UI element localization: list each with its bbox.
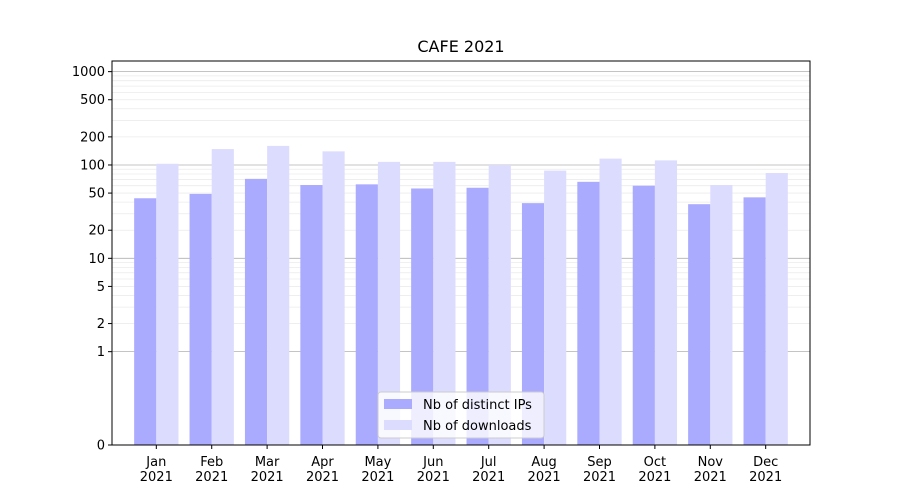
y-tick-label: 2 xyxy=(97,317,105,332)
legend-label: Nb of downloads xyxy=(423,419,532,434)
legend-swatch xyxy=(384,399,412,409)
y-tick-label: 5 xyxy=(97,280,105,295)
y-tick-label: 200 xyxy=(80,130,105,145)
bar-downloads xyxy=(488,164,511,446)
x-tick-label: Feb 2021 xyxy=(195,455,228,485)
bar-downloads xyxy=(599,158,622,445)
legend: Nb of distinct IPs Nb of downloads xyxy=(377,391,545,439)
y-tick-label: 10 xyxy=(88,252,105,267)
bar-distinct-ips xyxy=(189,193,212,445)
bar-distinct-ips xyxy=(632,185,655,445)
y-tick-label: 0 xyxy=(97,439,105,454)
plot-frame xyxy=(111,60,811,446)
bar-distinct-ips xyxy=(521,203,545,445)
bar-downloads xyxy=(211,149,234,445)
x-axis: Jan 2021 Feb 2021 Mar 2021 Apr 2021 May 2021 Jun 20… xyxy=(140,445,782,485)
bar-distinct-ips xyxy=(134,198,157,445)
x-tick-label: May 2021 xyxy=(361,455,394,485)
x-tick-label: Sep 2021 xyxy=(583,455,616,485)
bar-distinct-ips xyxy=(688,204,711,445)
bar-distinct-ips xyxy=(244,178,268,445)
bar-downloads xyxy=(377,161,401,446)
bar-downloads xyxy=(156,163,179,446)
x-tick-label: Aug 2021 xyxy=(528,455,561,485)
bar-downloads xyxy=(710,185,733,445)
bar-downloads xyxy=(654,160,678,445)
y-tick-label: 20 xyxy=(88,224,105,239)
bar-distinct-ips xyxy=(466,187,489,445)
y-tick-label: 50 xyxy=(88,187,105,202)
bar-distinct-ips xyxy=(743,197,766,445)
x-tick-label: Jan 2021 xyxy=(140,455,173,485)
y-tick-label: 500 xyxy=(80,93,105,108)
y-tick-label: 100 xyxy=(80,158,105,173)
legend-swatch xyxy=(384,420,412,430)
x-tick-label: Nov 2021 xyxy=(694,455,727,485)
chart-title: CAFE 2021 xyxy=(417,37,504,56)
bar-distinct-ips xyxy=(411,188,434,445)
x-tick-label: Jul 2021 xyxy=(472,455,505,485)
bar-downloads xyxy=(765,173,788,445)
x-tick-label: Apr 2021 xyxy=(306,455,339,485)
x-tick-label: Jun 2021 xyxy=(417,455,450,485)
bar-distinct-ips xyxy=(577,181,600,445)
bar-downloads xyxy=(544,170,567,445)
bars xyxy=(134,145,788,446)
x-tick-label: Oct 2021 xyxy=(638,455,671,485)
y-tick-label: 1000 xyxy=(72,65,105,80)
bar-downloads xyxy=(433,161,456,446)
legend-box xyxy=(377,391,545,439)
y-tick-label: 1 xyxy=(97,345,105,360)
bar-downloads xyxy=(322,151,345,445)
bar-distinct-ips xyxy=(300,185,323,445)
x-tick-label: Mar 2021 xyxy=(251,455,284,485)
legend-label: Nb of distinct IPs xyxy=(423,398,532,413)
x-tick-label: Dec 2021 xyxy=(749,455,782,485)
y-axis: 0 1 2 5 10 20 50 100 200 500 1000 xyxy=(72,65,112,454)
bar-downloads xyxy=(267,145,290,445)
bar-distinct-ips xyxy=(355,184,378,445)
